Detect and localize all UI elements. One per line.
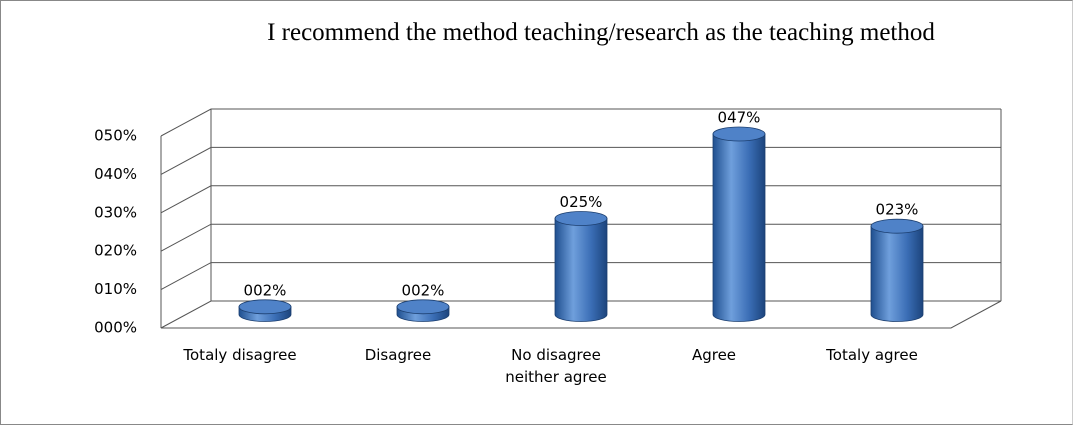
grid-line — [160, 146, 1001, 175]
value-label: 025% — [560, 193, 603, 211]
y-tick-label: 010% — [94, 280, 137, 298]
bar-top — [238, 299, 292, 315]
bar — [712, 133, 766, 322]
value-label: 002% — [244, 281, 287, 299]
bar-top — [712, 126, 766, 142]
value-label: 023% — [876, 201, 919, 219]
x-tick-label: Totaly agree — [826, 346, 918, 364]
y-tick-label: 020% — [94, 242, 137, 260]
bar-top — [554, 211, 608, 226]
x-tick-label: Totaly disagree — [183, 346, 297, 364]
value-label: 002% — [402, 281, 445, 299]
chart-title: I recommend the method teaching/research… — [267, 19, 935, 46]
x-tick-label: No disagree neither agree — [505, 346, 607, 386]
bar-top — [870, 218, 924, 234]
grid-line — [160, 108, 1001, 137]
y-tick-label: 030% — [94, 203, 137, 221]
y-tick-label: 000% — [94, 319, 137, 337]
x-tick-label: Disagree — [364, 346, 432, 364]
y-tick-label: 040% — [94, 165, 137, 183]
bar — [870, 225, 924, 322]
bar — [554, 218, 608, 322]
value-label: 047% — [718, 109, 761, 127]
y-tick-label: 050% — [94, 127, 137, 145]
bar-top — [396, 299, 450, 315]
x-tick-label: Agree — [691, 346, 737, 364]
